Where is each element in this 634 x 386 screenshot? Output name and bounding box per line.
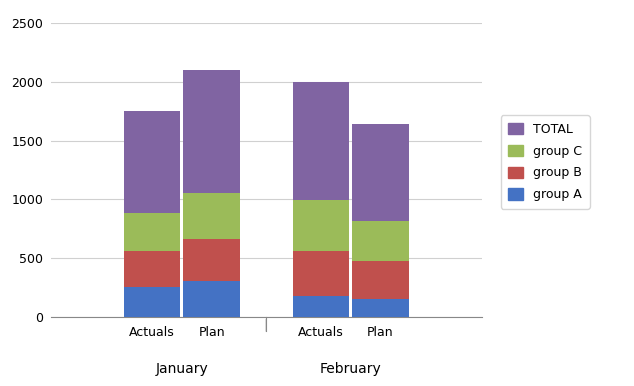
Bar bbox=[353, 299, 409, 317]
Bar bbox=[124, 213, 180, 251]
Bar bbox=[124, 251, 180, 287]
Text: February: February bbox=[320, 362, 382, 376]
Bar bbox=[183, 281, 240, 317]
Bar bbox=[353, 124, 409, 221]
Legend: TOTAL, group C, group B, group A: TOTAL, group C, group B, group A bbox=[501, 115, 590, 209]
Bar bbox=[353, 261, 409, 299]
Bar bbox=[124, 111, 180, 213]
Bar bbox=[353, 221, 409, 261]
Text: January: January bbox=[155, 362, 208, 376]
Bar bbox=[293, 296, 349, 317]
Bar bbox=[293, 200, 349, 251]
Bar bbox=[183, 70, 240, 193]
Bar bbox=[183, 239, 240, 281]
Bar bbox=[183, 193, 240, 239]
Bar bbox=[124, 287, 180, 317]
Bar bbox=[293, 251, 349, 296]
Bar bbox=[293, 83, 349, 200]
